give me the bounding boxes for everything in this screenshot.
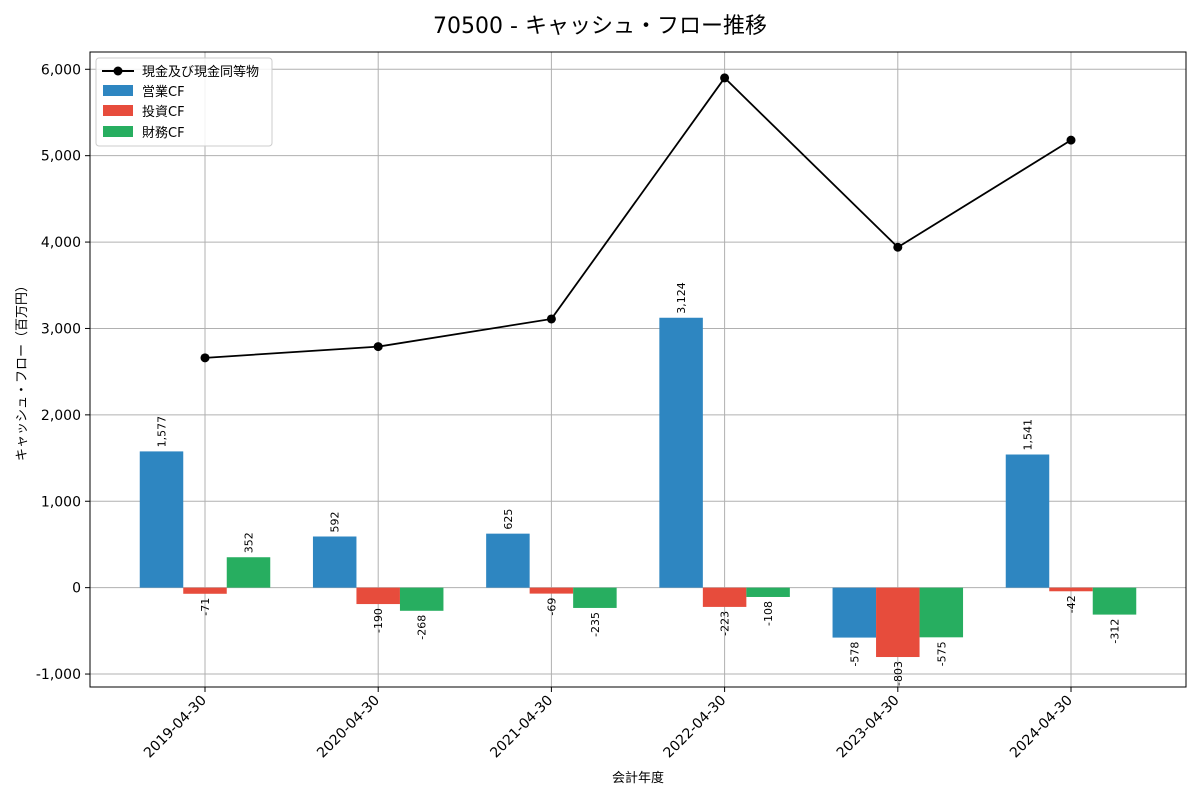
data-label-2-5: -312: [1109, 619, 1122, 644]
y-tick-label: 3,000: [41, 321, 81, 337]
x-tick-label: 2021-04-30: [487, 693, 556, 762]
x-axis-label: 会計年度: [612, 770, 664, 786]
cash-line-series: [200, 73, 1076, 363]
bar-0-1: [312, 536, 357, 588]
legend-line-marker: [113, 66, 123, 76]
cash-point-2: [546, 314, 556, 324]
data-label-2-1: -268: [416, 615, 429, 640]
y-tick-label: 0: [72, 581, 81, 597]
cash-point-4: [893, 242, 903, 252]
plot-frame: [89, 51, 1187, 688]
bar-2-1: [399, 587, 444, 611]
legend-box: [95, 57, 273, 147]
legend-label-financing: 財務CF: [142, 126, 185, 141]
bar-2-2: [573, 587, 617, 608]
bar-0-4: [832, 587, 877, 638]
cash-line: [204, 76, 1072, 359]
y-tick-label: 2,000: [41, 408, 81, 424]
bar-0-5: [1005, 454, 1050, 588]
bar-1-2: [529, 587, 574, 594]
cash-point-1: [373, 342, 383, 352]
data-label-0-1: 592: [329, 512, 342, 533]
data-label-1-3: -223: [719, 611, 732, 636]
y-tick-label: 1,000: [41, 494, 81, 510]
data-label-2-4: -575: [935, 641, 948, 666]
data-label-2-0: 352: [243, 532, 256, 553]
y-axis-ticks: -1,000 0 1,000 2,000 3,000 4,000 5,000 6,000: [36, 62, 90, 683]
x-tick-label: 2024-04-30: [1007, 693, 1076, 762]
cash-point-5: [1066, 135, 1076, 145]
cash-point-0: [200, 353, 210, 363]
bar-series: [139, 317, 1137, 658]
bar-2-3: [746, 587, 790, 597]
data-label-0-2: 625: [502, 509, 515, 530]
data-label-1-0: -71: [199, 598, 212, 616]
legend-swatch-operating: [103, 85, 133, 96]
bar-1-4: [876, 587, 920, 658]
chart-title: 70500 - キャッシュ・フロー推移: [433, 14, 767, 39]
bar-0-0: [139, 451, 184, 588]
data-label-1-2: -69: [545, 598, 558, 616]
y-tick-label: 6,000: [41, 62, 81, 78]
data-label-1-5: -42: [1065, 595, 1078, 613]
x-tick-label: 2019-04-30: [141, 693, 210, 762]
grid-lines: [90, 52, 1186, 687]
bar-1-3: [702, 587, 747, 607]
legend: 現金及び現金同等物 営業CF 投資CF 財務CF: [95, 57, 273, 147]
legend-label-cash: 現金及び現金同等物: [142, 64, 259, 80]
x-tick-label: 2022-04-30: [661, 693, 730, 762]
data-label-2-3: -108: [762, 601, 775, 626]
data-label-0-5: 1,541: [1022, 419, 1035, 451]
data-label-2-2: -235: [589, 612, 602, 637]
bar-1-0: [183, 587, 227, 594]
x-axis-ticks: 2019-04-30 2020-04-30 2021-04-30 2022-04-30…: [141, 687, 1076, 761]
x-tick-label: 2020-04-30: [314, 693, 383, 762]
legend-swatch-financing: [103, 126, 133, 137]
data-label-1-4: -803: [892, 661, 905, 686]
legend-label-operating: 営業CF: [142, 84, 185, 100]
bar-2-4: [919, 587, 964, 638]
data-label-1-1: -190: [372, 608, 385, 633]
bar-2-0: [226, 557, 271, 588]
data-label-0-3: 3,124: [675, 282, 688, 314]
y-tick-label: -1,000: [36, 667, 81, 683]
data-labels: 1,577 592 625 3,124 -578 1,541 -71 -190 -69 -223 -…: [156, 282, 1122, 686]
data-label-0-0: 1,577: [156, 416, 169, 448]
x-tick-label: 2023-04-30: [834, 693, 903, 762]
bar-0-3: [659, 317, 703, 588]
legend-label-investing: 投資CF: [142, 104, 185, 120]
cash-point-3: [720, 73, 730, 83]
bar-2-5: [1092, 587, 1137, 615]
y-tick-label: 4,000: [41, 235, 81, 251]
bar-1-1: [356, 587, 400, 605]
data-label-0-4: -578: [848, 642, 861, 667]
y-axis-label: キャッシュ・フロー（百万円）: [15, 279, 30, 461]
bar-0-2: [486, 533, 530, 588]
legend-swatch-investing: [103, 105, 133, 116]
bar-1-5: [1049, 587, 1093, 592]
y-tick-label: 5,000: [41, 149, 81, 165]
